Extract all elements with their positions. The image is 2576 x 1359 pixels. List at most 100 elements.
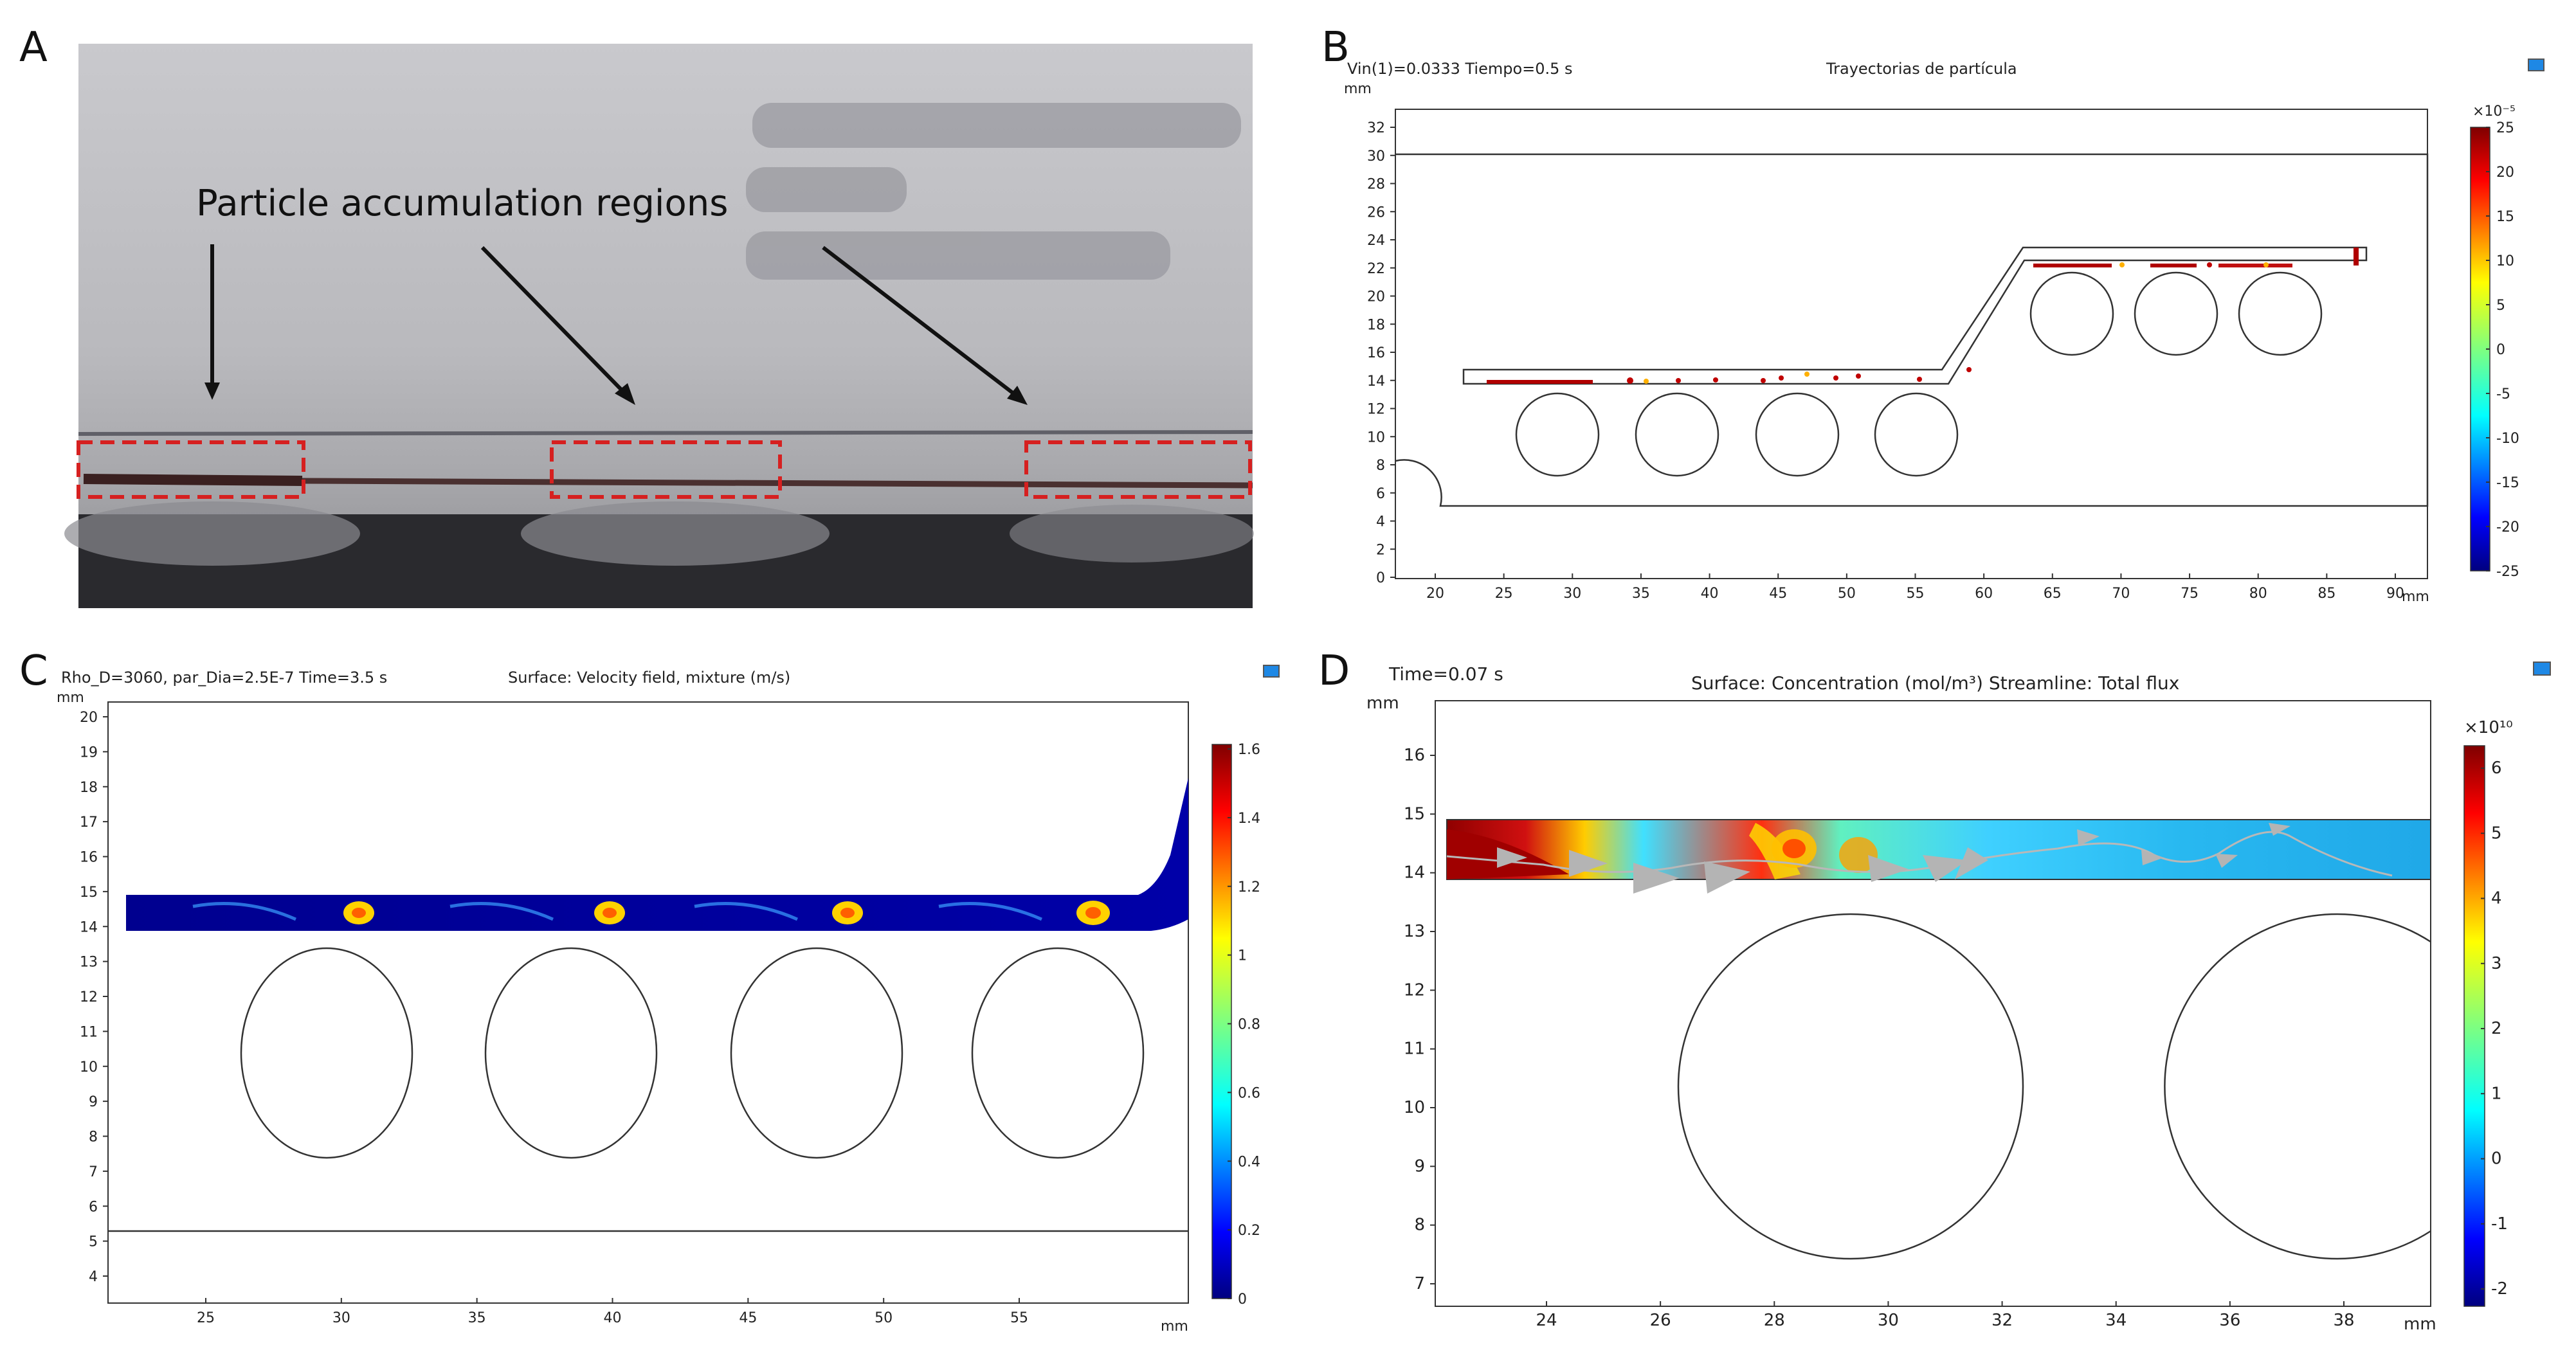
y-tick-label: 17 (80, 815, 98, 831)
panel-d-yunit: mm (1366, 694, 1399, 713)
x-tick-label: 40 (1701, 586, 1719, 602)
cylinder-top-2 (521, 501, 830, 566)
region-box-1 (77, 440, 305, 499)
panel-d-x-ticks: 24 26 28 30 32 34 36 38 (1536, 1301, 2355, 1330)
y-tick-label: 11 (80, 1024, 98, 1040)
x-tick-label: 30 (1878, 1311, 1899, 1330)
colorbar-tick-label: 0.2 (1238, 1223, 1260, 1239)
y-tick-label: 18 (80, 780, 98, 796)
y-tick-label: 12 (1404, 980, 1425, 1000)
panel-label-a: A (19, 24, 48, 71)
x-tick-label: 30 (332, 1310, 350, 1326)
colorbar-tick-label: 0 (2496, 342, 2505, 358)
panel-d-cylinders (1677, 913, 2431, 1260)
colorbar-tick-label: 1.4 (1238, 811, 1260, 827)
colorbar-tick-label: 10 (2496, 253, 2514, 269)
y-tick-label: 15 (80, 885, 98, 901)
y-tick-label: 10 (80, 1059, 98, 1076)
panel-d-menu-icon[interactable] (2533, 662, 2551, 676)
panel-b-colorbar-ticks: 25 20 15 10 5 0 -5 -10 -15 -20 -25 (2486, 120, 2519, 580)
x-tick-label: 32 (1991, 1311, 2013, 1330)
x-tick-label: 28 (1764, 1311, 1785, 1330)
panel-label-d: D (1318, 647, 1350, 695)
colorbar-tick-label: 1 (2491, 1084, 2502, 1103)
x-tick-label: 25 (1495, 586, 1513, 602)
x-tick-label: 70 (2112, 586, 2130, 602)
annotation-arrows (204, 244, 1028, 405)
y-tick-label: 26 (1367, 204, 1385, 221)
panel-b-outer-domain (1395, 153, 2429, 507)
cylinder-top-3 (1010, 505, 1254, 562)
x-tick-label: 50 (1838, 586, 1856, 602)
x-tick-label: 25 (197, 1310, 215, 1326)
panel-label-b: B (1321, 24, 1350, 71)
y-tick-label: 11 (1404, 1040, 1425, 1059)
panel-c-menu-icon[interactable] (1263, 665, 1280, 678)
y-tick-label: 4 (89, 1269, 98, 1285)
panel-c-colorbar-ticks: 1.6 1.4 1.2 1 0.8 0.6 0.4 0.2 0 (1228, 742, 1260, 1308)
accumulation-band-2 (302, 478, 1253, 489)
y-tick-label: 32 (1367, 120, 1385, 136)
y-tick-label: 16 (80, 850, 98, 866)
colorbar-tick-label: 4 (2491, 889, 2502, 908)
panel-b-xunit: mm (2402, 589, 2429, 605)
panel-d-axes (1435, 700, 2431, 1307)
panel-d-xunit: mm (2404, 1315, 2436, 1334)
colorbar-tick-label: -5 (2496, 386, 2510, 402)
y-tick-label: 6 (89, 1199, 98, 1215)
y-tick-label: 10 (1404, 1098, 1425, 1117)
panel-d-y-ticks: 16 15 14 13 12 11 10 9 8 7 (1404, 746, 1435, 1293)
x-tick-label: 45 (739, 1310, 757, 1326)
panel-c-colorbar (1211, 744, 1232, 1299)
x-tick-label: 75 (2181, 586, 2199, 602)
panel-c-title: Surface: Velocity field, mixture (m/s) (508, 669, 790, 687)
particle-cluster (1487, 380, 1593, 384)
x-tick-label: 26 (1650, 1311, 1671, 1330)
particle-cluster (2150, 264, 2197, 267)
panel-b-menu-icon[interactable] (2528, 59, 2544, 71)
panel-d-title: Surface: Concentration (mol/m³) Streamli… (1691, 672, 2179, 694)
colorbar-tick-label: 0 (1238, 1292, 1247, 1308)
panel-c-yunit: mm (57, 690, 84, 706)
y-tick-label: 2 (1376, 542, 1385, 558)
colorbar-tick-label: 1 (1238, 948, 1247, 964)
cylinder (484, 947, 658, 1159)
y-tick-label: 16 (1404, 746, 1425, 765)
x-tick-label: 30 (1563, 586, 1581, 602)
cylinder (1755, 392, 1840, 477)
panel-b-x-ticks: 20 25 30 35 40 45 50 55 60 65 70 75 80 85 90 (1426, 573, 2404, 602)
cylinder (1515, 392, 1600, 477)
accumulation-boxes (77, 440, 1252, 499)
y-tick-label: 7 (1414, 1274, 1425, 1293)
y-tick-label: 20 (80, 710, 98, 726)
ledge-line (78, 430, 1253, 436)
x-tick-label: 40 (604, 1310, 622, 1326)
panel-d-header: Time=0.07 s (1388, 663, 1503, 685)
y-tick-label: 13 (80, 955, 98, 971)
x-tick-label: 50 (875, 1310, 893, 1326)
particle-cluster (2218, 264, 2292, 267)
colorbar-tick-label: 1.2 (1238, 879, 1260, 896)
colorbar-tick-label: -10 (2496, 431, 2519, 447)
panel-b-axes (1395, 109, 2428, 579)
panel-b-yunit: mm (1344, 81, 1372, 97)
panel-b-title: Trayectorias de partícula (1826, 60, 2017, 78)
panel-b-channel (1462, 246, 2368, 385)
annotation-text: Particle accumulation regions (196, 183, 728, 224)
y-tick-label: 14 (1367, 374, 1385, 390)
cylinder (1677, 913, 2024, 1260)
x-tick-label: 35 (1632, 586, 1650, 602)
x-tick-label: 90 (2386, 586, 2404, 602)
panel-c-cylinders (240, 947, 1145, 1159)
colorbar-tick-label: 3 (2491, 954, 2502, 973)
x-tick-label: 24 (1536, 1311, 1557, 1330)
panel-b-header: Vin(1)=0.0333 Tiempo=0.5 s (1347, 60, 1573, 78)
y-tick-label: 14 (80, 919, 98, 935)
colorbar-tick-label: 5 (2491, 824, 2502, 843)
cylinder (730, 947, 903, 1159)
y-tick-label: 6 (1376, 486, 1385, 502)
y-tick-label: 30 (1367, 148, 1385, 165)
panel-b-particles (1487, 248, 2359, 384)
x-tick-label: 34 (2105, 1311, 2127, 1330)
